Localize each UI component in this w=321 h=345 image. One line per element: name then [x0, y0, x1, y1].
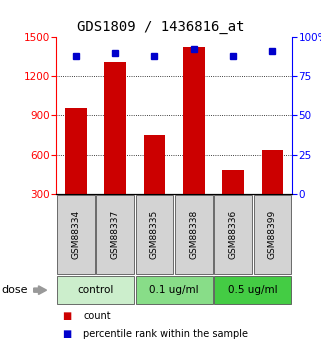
Bar [65, 108, 87, 194]
Text: count: count [83, 312, 111, 322]
Bar [175, 195, 213, 274]
Text: GSM88399: GSM88399 [268, 210, 277, 259]
Bar [222, 170, 244, 194]
Bar [135, 276, 213, 304]
Text: GSM88337: GSM88337 [111, 210, 120, 259]
Text: dose: dose [2, 285, 28, 295]
Bar [57, 276, 134, 304]
Bar [57, 195, 95, 274]
Bar [262, 150, 283, 194]
Text: percentile rank within the sample: percentile rank within the sample [83, 329, 248, 339]
Bar [254, 195, 291, 274]
Text: ■: ■ [63, 312, 72, 322]
Bar [96, 195, 134, 274]
Text: GSM88338: GSM88338 [189, 210, 198, 259]
Bar [214, 276, 291, 304]
Text: GSM88336: GSM88336 [229, 210, 238, 259]
Text: GSM88335: GSM88335 [150, 210, 159, 259]
Text: control: control [77, 285, 114, 295]
Bar [144, 135, 165, 194]
Bar [214, 195, 252, 274]
Text: GDS1809 / 1436816_at: GDS1809 / 1436816_at [77, 20, 244, 34]
Bar [104, 62, 126, 194]
Bar [183, 47, 204, 194]
Text: 0.5 ug/ml: 0.5 ug/ml [228, 285, 278, 295]
Text: 0.1 ug/ml: 0.1 ug/ml [149, 285, 199, 295]
Text: ■: ■ [63, 329, 72, 339]
Text: GSM88334: GSM88334 [71, 210, 80, 259]
Bar [135, 195, 173, 274]
